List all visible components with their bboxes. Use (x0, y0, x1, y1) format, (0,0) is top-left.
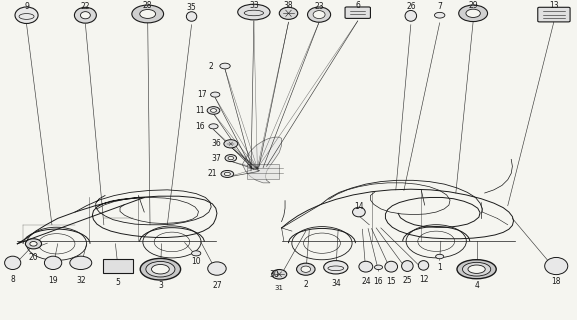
Text: 26: 26 (406, 3, 415, 12)
Ellipse shape (74, 7, 96, 23)
Text: 20: 20 (29, 253, 38, 262)
Text: 10: 10 (192, 257, 201, 266)
Text: 3: 3 (158, 281, 163, 290)
Ellipse shape (80, 12, 91, 19)
Text: 35: 35 (187, 3, 196, 12)
Ellipse shape (308, 7, 331, 22)
Text: 27: 27 (212, 281, 222, 290)
Ellipse shape (418, 260, 429, 270)
Ellipse shape (44, 256, 62, 269)
Ellipse shape (211, 109, 216, 112)
Ellipse shape (186, 12, 197, 21)
Text: 16: 16 (196, 122, 205, 131)
Ellipse shape (208, 262, 226, 275)
Text: 4: 4 (474, 281, 479, 290)
Text: 28: 28 (143, 1, 152, 10)
FancyBboxPatch shape (103, 259, 133, 273)
Text: 31: 31 (275, 285, 284, 291)
Circle shape (374, 265, 383, 269)
Text: 23: 23 (314, 2, 324, 11)
Text: 11: 11 (196, 106, 205, 115)
Text: 34: 34 (331, 279, 340, 288)
Ellipse shape (402, 260, 413, 271)
Ellipse shape (279, 7, 298, 19)
Ellipse shape (313, 11, 325, 19)
Text: 37: 37 (211, 154, 220, 163)
Ellipse shape (353, 207, 365, 217)
Circle shape (209, 124, 218, 129)
Polygon shape (242, 137, 282, 183)
Ellipse shape (463, 262, 490, 276)
Ellipse shape (238, 4, 270, 20)
Ellipse shape (324, 260, 348, 274)
Text: 7: 7 (437, 3, 442, 12)
Text: 18: 18 (552, 277, 561, 286)
Ellipse shape (466, 9, 480, 18)
Ellipse shape (25, 239, 42, 249)
Text: 5: 5 (116, 278, 121, 287)
Ellipse shape (359, 261, 373, 272)
FancyBboxPatch shape (538, 7, 570, 22)
Text: 12: 12 (419, 276, 428, 284)
Text: 6: 6 (355, 1, 360, 10)
Text: 17: 17 (197, 90, 207, 99)
Text: 33: 33 (249, 1, 258, 10)
Ellipse shape (301, 266, 310, 272)
Polygon shape (247, 164, 279, 179)
Ellipse shape (152, 264, 169, 274)
Text: 2: 2 (209, 61, 213, 70)
Ellipse shape (140, 10, 156, 19)
Ellipse shape (225, 155, 237, 162)
Ellipse shape (545, 258, 568, 275)
Text: 13: 13 (549, 1, 559, 10)
Ellipse shape (146, 261, 175, 277)
Text: 2: 2 (304, 280, 308, 289)
Circle shape (436, 254, 444, 259)
Text: 22: 22 (81, 3, 90, 12)
Text: 8: 8 (10, 276, 15, 284)
Circle shape (434, 12, 445, 18)
Ellipse shape (228, 156, 234, 160)
Ellipse shape (70, 256, 92, 269)
Text: 24: 24 (361, 277, 370, 286)
Ellipse shape (385, 261, 398, 272)
Ellipse shape (224, 140, 238, 148)
Ellipse shape (459, 5, 488, 21)
Ellipse shape (140, 259, 181, 280)
Text: 19: 19 (48, 276, 58, 285)
Ellipse shape (468, 265, 485, 273)
Ellipse shape (224, 172, 230, 176)
Ellipse shape (207, 107, 220, 114)
Text: 16: 16 (374, 277, 383, 286)
Text: 9: 9 (24, 3, 29, 12)
Text: 25: 25 (403, 276, 412, 285)
Text: 38: 38 (284, 1, 293, 10)
Text: 21: 21 (208, 170, 217, 179)
Text: 32: 32 (76, 276, 85, 285)
Text: 14: 14 (354, 203, 364, 212)
Ellipse shape (5, 256, 21, 269)
Ellipse shape (272, 269, 287, 279)
Text: 29: 29 (469, 1, 478, 10)
FancyBboxPatch shape (345, 7, 370, 19)
Text: 15: 15 (387, 277, 396, 286)
Ellipse shape (457, 260, 496, 279)
Ellipse shape (30, 242, 37, 246)
Text: 36: 36 (211, 139, 220, 148)
Ellipse shape (15, 7, 38, 23)
Circle shape (192, 251, 201, 256)
Ellipse shape (297, 263, 315, 275)
Text: 1: 1 (437, 263, 442, 272)
Ellipse shape (132, 5, 164, 23)
Circle shape (220, 63, 230, 69)
Ellipse shape (405, 11, 417, 21)
Ellipse shape (221, 171, 234, 178)
Circle shape (211, 92, 220, 97)
Text: 30: 30 (270, 270, 279, 279)
